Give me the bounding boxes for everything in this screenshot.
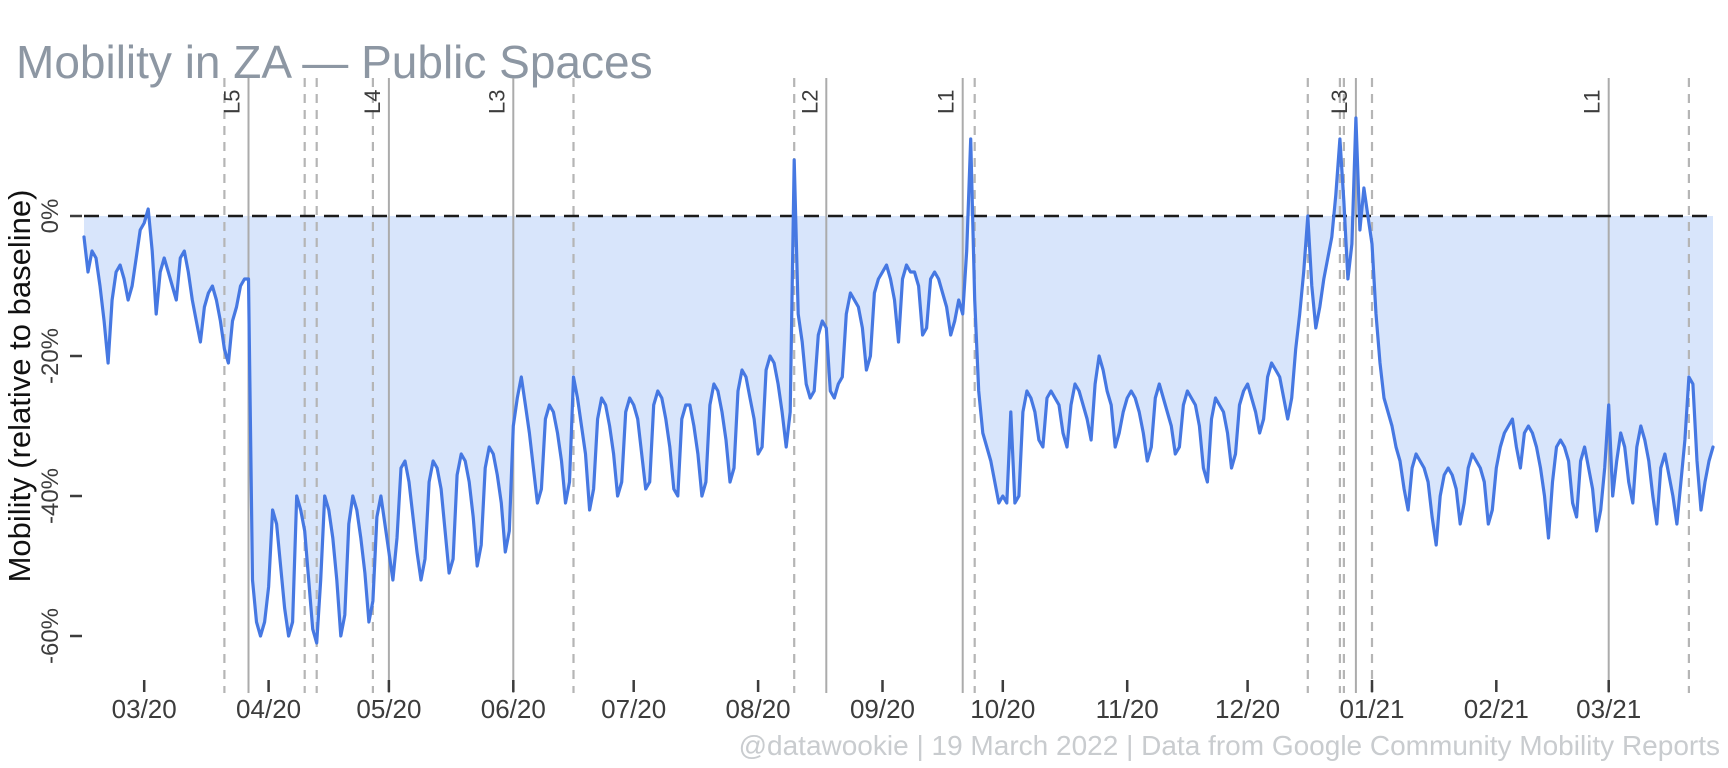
lockdown-label-L1: L1 — [934, 90, 959, 114]
x-tick-label: 11/20 — [1096, 694, 1159, 724]
chart-title: Mobility in ZA — Public Spaces — [16, 35, 653, 88]
x-tick-label: 05/20 — [356, 694, 421, 724]
lockdown-label-L3: L3 — [484, 90, 509, 114]
x-tick-label: 10/20 — [970, 694, 1035, 724]
x-tick-label: 01/21 — [1339, 694, 1404, 724]
x-tick-label: 04/20 — [236, 694, 301, 724]
x-tick-label: 02/21 — [1464, 694, 1529, 724]
lockdown-label-L1: L1 — [1580, 90, 1605, 114]
x-tick-label: 08/20 — [726, 694, 791, 724]
y-tick-label: -40% — [37, 468, 64, 524]
mobility-area-fill — [84, 118, 1713, 643]
mobility-line — [82, 116, 1715, 645]
lockdown-label-L3: L3 — [1327, 90, 1352, 114]
lockdown-label-L5: L5 — [220, 90, 245, 114]
y-axis-title: Mobility (relative to baseline) — [2, 190, 37, 583]
x-tick-label: 06/20 — [481, 694, 546, 724]
x-tick-label: 07/20 — [601, 694, 666, 724]
x-tick-label: 12/20 — [1215, 694, 1280, 724]
y-tick-label: -20% — [37, 328, 64, 384]
x-tick-label: 09/20 — [850, 694, 915, 724]
y-tick-label: -60% — [37, 608, 64, 664]
x-tick-label: 03/20 — [112, 694, 177, 724]
chart-caption: @datawookie | 19 March 2022 | Data from … — [738, 730, 1720, 761]
y-tick-label: 0% — [37, 199, 64, 234]
lockdown-label-L2: L2 — [797, 90, 822, 114]
x-tick-label: 03/21 — [1576, 694, 1641, 724]
lockdown-label-L4: L4 — [360, 90, 385, 114]
